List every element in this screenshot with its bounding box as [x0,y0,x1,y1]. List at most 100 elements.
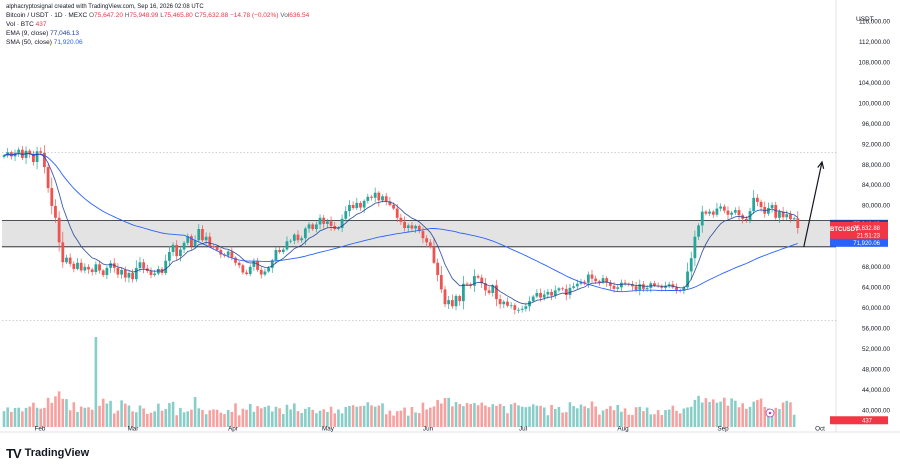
candle-body [774,204,778,218]
candle-body [642,284,645,289]
sma-price-badge [830,238,888,247]
candle-body [237,262,241,266]
symbol-legend[interactable]: Bitcoin / USDT · 1D · MEXC O75,647.20 H7… [6,12,309,20]
candle-body [57,217,61,243]
volume-bar [164,409,167,427]
volume-bar [259,408,263,427]
currency-label[interactable]: USDT [856,16,874,23]
volume-bar [377,405,381,427]
candle-body [68,257,72,264]
volume-bar [399,410,403,427]
volume-bar [54,396,57,427]
volume-bar [774,407,778,427]
volume-bar [568,402,572,427]
volume-bar [612,410,616,427]
candle-body [127,273,131,278]
candle-body [660,286,664,288]
volume-bar [182,412,186,427]
candle-body [46,167,50,189]
candle-body [43,152,46,168]
volume-bar [550,404,553,427]
volume-bar [759,398,763,427]
close-value: 75,632.88 [199,12,229,19]
candle-body [175,244,179,257]
volume-bar [131,411,134,427]
volume-value-badge-text: 437 [862,419,873,425]
candle-body [79,262,83,271]
candle-body [653,283,656,286]
candle-body [193,240,197,247]
volume-bar [355,406,359,427]
candle-body [351,204,355,209]
candle-body [131,273,135,280]
candle-body [667,284,671,286]
volume-bar [708,401,711,427]
volume-bar [535,405,539,427]
volume-bar [43,407,46,427]
volume-bar [737,407,741,427]
volume-bar [344,407,348,427]
volume-bar [454,402,458,427]
volume-bar [546,415,550,427]
volume-bar [256,406,259,427]
volume-bar [620,411,623,427]
vol-value: 636.54 [289,12,310,19]
candle-body [219,249,223,255]
candle-body [631,284,634,287]
volume-bar [590,401,594,427]
volume-bar [39,408,43,427]
candle-body [245,272,248,275]
candle-body [263,271,267,275]
volume-indicator-legend[interactable]: Vol · BTC 437 [6,21,46,29]
candle-body [722,206,726,211]
volume-bar [660,415,664,427]
candle-body [443,289,447,305]
volume-bar [146,414,149,427]
candle-body [450,300,454,307]
candle-body [417,225,421,232]
volume-bar [671,405,675,427]
volume-bar [270,411,274,427]
volume-bar [120,400,123,427]
candle-body [204,236,208,241]
candle-body [329,221,333,226]
volume-bar [406,415,410,427]
candle-body [208,236,212,247]
candle-body [557,288,561,291]
volume-bar [741,403,744,427]
candle-body [704,211,708,214]
candle-body [634,286,638,290]
sma-indicator-label: SMA (50, close) [6,39,52,46]
candle-body [234,257,237,263]
volume-bar [524,407,528,427]
candle-body [292,234,296,241]
volume-bar [28,406,32,427]
price-axis-label: 84,000.00 [862,182,891,189]
candle-body [76,262,79,269]
candle-body [572,286,576,288]
symbol-title: Bitcoin / USDT · 1D · MEXC [6,12,88,19]
candle-body [362,200,366,208]
volume-bar [417,413,421,427]
candle-body [35,151,39,163]
candle-body [17,149,21,153]
volume-bar [307,407,311,427]
time-axis-label: Apr [228,426,238,433]
time-axis-label: Mar [128,426,139,433]
volume-bar [21,411,24,427]
volume-bar [704,398,708,427]
ema-indicator-legend[interactable]: EMA (9, close) 77,046.13 [6,30,79,38]
volume-bar [429,407,432,427]
candle-body [436,262,440,276]
price-axis-label: 56,000.00 [862,325,891,332]
candle-body [340,218,344,228]
candle-body [83,266,87,271]
volume-bar [403,407,406,427]
sma-indicator-legend[interactable]: SMA (50, close) 71,920.06 [6,39,83,47]
volume-bar [32,402,35,427]
sma-indicator-value: 71,920.06 [53,39,83,46]
volume-bar [17,407,20,427]
volume-bar [480,402,484,427]
